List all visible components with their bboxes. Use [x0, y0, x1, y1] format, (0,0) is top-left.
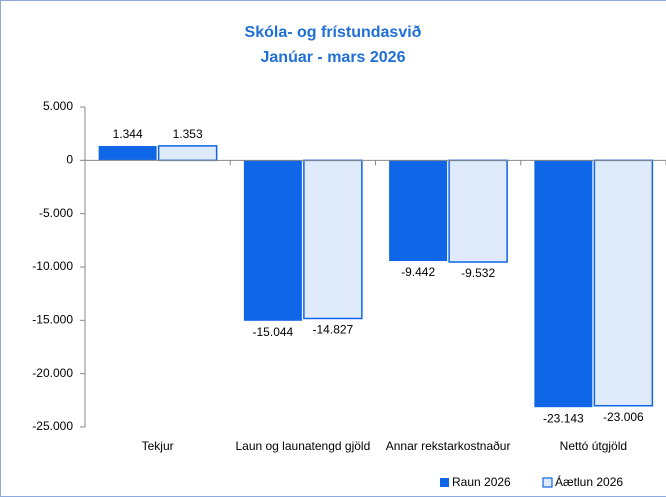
bar: [389, 160, 448, 262]
data-label: -9.442: [401, 265, 435, 279]
y-tick-label: 5.000: [43, 99, 73, 113]
y-tick-label: -15.000: [32, 313, 73, 327]
x-tick-label: Nettó útgjöld: [560, 439, 627, 453]
data-label: -14.827: [313, 323, 354, 337]
bar: [448, 159, 508, 263]
data-label: -23.006: [603, 410, 644, 424]
bar: [303, 159, 363, 320]
data-label: 1.344: [113, 127, 143, 141]
legend-label: Raun 2026: [452, 475, 511, 489]
data-label: -15.044: [253, 325, 294, 339]
bar: [243, 160, 302, 321]
bar: [593, 159, 654, 407]
bar: [534, 160, 593, 408]
chart-title: Skóla- og frístundasvið: [245, 24, 422, 41]
x-tick-label: Laun og launatengd gjöld: [235, 439, 370, 453]
bar: [157, 145, 218, 162]
data-label: -9.532: [461, 266, 495, 280]
y-tick-label: 0: [66, 153, 73, 167]
data-label: -23.143: [543, 411, 584, 425]
x-tick-label: Tekjur: [142, 439, 174, 453]
chart-subtitle: Janúar - mars 2026: [261, 49, 406, 66]
y-tick-label: -10.000: [32, 259, 73, 273]
legend-swatch: [542, 477, 553, 488]
x-tick-label: Annar rekstarkostnaður: [386, 439, 511, 453]
legend-label: Áætlun 2026: [555, 474, 623, 489]
y-tick-label: -5.000: [39, 206, 73, 220]
y-tick-label: -25.000: [32, 419, 73, 433]
data-label: 1.353: [173, 127, 203, 141]
legend-swatch: [440, 478, 449, 487]
bar: [98, 145, 157, 161]
y-tick-label: -20.000: [32, 366, 73, 380]
